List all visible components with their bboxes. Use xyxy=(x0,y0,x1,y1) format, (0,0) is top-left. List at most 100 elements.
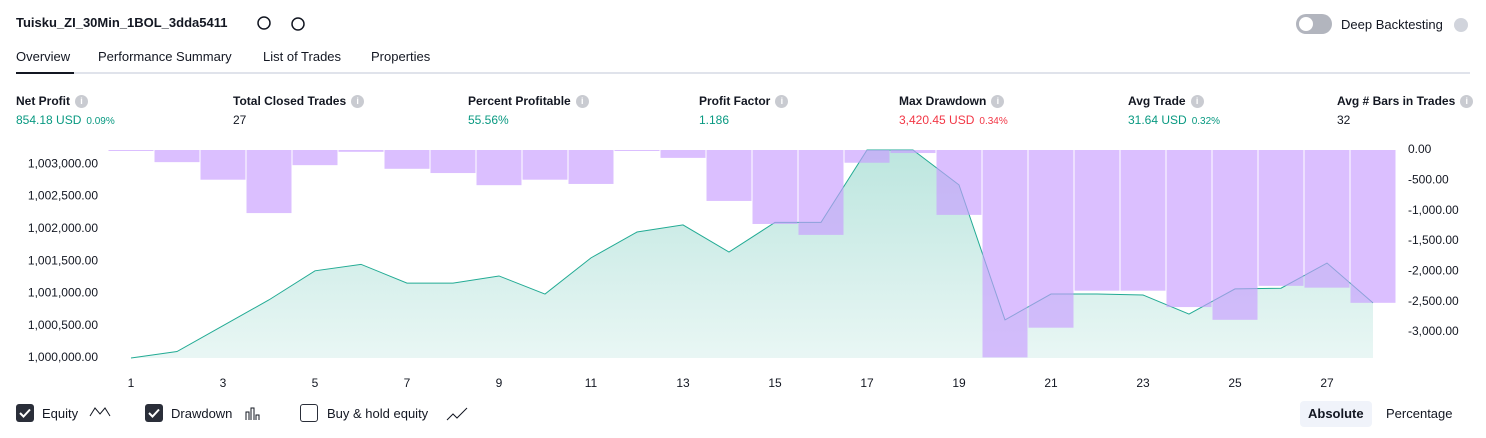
metric-percent: 0.09% xyxy=(86,116,115,127)
info-icon[interactable]: i xyxy=(351,94,365,108)
metric-value: 31.64 USD 0.32% xyxy=(1128,113,1220,127)
x-tick-label: 1 xyxy=(128,376,135,390)
tab[interactable]: Overview xyxy=(16,49,71,64)
drawdown-bar xyxy=(844,150,890,163)
metric-label: Avg Trade i xyxy=(1128,94,1204,108)
checkbox[interactable] xyxy=(16,404,34,422)
checkbox[interactable] xyxy=(300,404,318,422)
legend-label: Buy & hold equity xyxy=(327,406,429,421)
metric-label-text: Avg # Bars in Trades xyxy=(1337,94,1456,108)
x-tick-label: 5 xyxy=(312,376,319,390)
drawdown-bar xyxy=(1074,150,1120,291)
metric-value: 27 xyxy=(233,113,246,127)
metric-label-text: Max Drawdown xyxy=(899,94,987,108)
drawdown-icon xyxy=(245,407,260,420)
drawdown-bar xyxy=(890,150,936,154)
tab[interactable]: Properties xyxy=(371,49,431,64)
drawdown-bar xyxy=(1166,150,1212,308)
info-icon[interactable]: i xyxy=(991,94,1005,108)
y2-tick-label: -1,500.00 xyxy=(1408,233,1459,247)
x-tick-label: 13 xyxy=(676,376,690,390)
y2-tick-label: -3,000.00 xyxy=(1408,324,1459,338)
drawdown-bar xyxy=(614,150,660,151)
y-tick-label: 1,003,000.00 xyxy=(28,156,98,170)
x-tick-label: 3 xyxy=(220,376,227,390)
metric-label: Percent Profitable i xyxy=(468,94,589,108)
drawdown-bar xyxy=(200,150,246,180)
settings-icon[interactable] xyxy=(257,16,271,30)
metric-label: Avg # Bars in Trades i xyxy=(1337,94,1474,108)
drawdown-bar xyxy=(154,150,200,163)
x-tick-label: 9 xyxy=(496,376,503,390)
tab[interactable]: Performance Summary xyxy=(98,49,232,64)
x-tick-label: 23 xyxy=(1136,376,1150,390)
check xyxy=(19,408,31,418)
drawdown-bar xyxy=(1350,150,1396,303)
drawdown-bar xyxy=(752,150,798,224)
drawdown-bar xyxy=(936,150,982,215)
metric-label-text: Avg Trade xyxy=(1128,94,1186,108)
equity-icon xyxy=(89,407,111,417)
drawdown-bar xyxy=(476,150,522,186)
info-icon[interactable]: i xyxy=(575,94,589,108)
x-tick-label: 7 xyxy=(404,376,411,390)
metric-value-text: 55.56% xyxy=(468,113,509,127)
metric-value-text: 3,420.45 USD xyxy=(899,113,975,127)
metric-value: 1.186 xyxy=(699,113,729,127)
y-tick-label: 1,001,000.00 xyxy=(28,286,98,300)
x-tick-label: 25 xyxy=(1228,376,1242,390)
y2-tick-label: 0.00 xyxy=(1408,142,1432,156)
legend-label: Drawdown xyxy=(171,406,233,421)
y2-tick-label: -500.00 xyxy=(1408,172,1449,186)
drawdown-bar xyxy=(292,150,338,166)
drawdown-bar xyxy=(1212,150,1258,320)
metric-value-text: 1.186 xyxy=(699,113,730,127)
metric-value-text: 31.64 USD xyxy=(1128,113,1187,127)
drawdown-bar xyxy=(430,150,476,174)
metric-label-text: Percent Profitable xyxy=(468,94,571,108)
drawdown-bar xyxy=(246,150,292,214)
drawdown-bar xyxy=(982,150,1028,358)
help-icon[interactable] xyxy=(1454,18,1468,32)
tab[interactable]: List of Trades xyxy=(263,49,342,64)
info-icon[interactable]: i xyxy=(1460,94,1474,108)
mode-button[interactable]: Absolute xyxy=(1300,401,1372,427)
metric-value-text: 32 xyxy=(1337,113,1351,127)
info-icon[interactable]: i xyxy=(775,94,789,108)
metric-value: 32 xyxy=(1337,113,1350,127)
metric-label: Max Drawdown i xyxy=(899,94,1005,108)
drawdown-bar xyxy=(568,150,614,184)
mode-button[interactable]: Percentage xyxy=(1386,406,1453,421)
deep-backtesting-label: Deep Backtesting xyxy=(1341,17,1443,32)
drawdown-bar xyxy=(798,150,844,235)
drawdown-bar xyxy=(1028,150,1074,328)
checkbox[interactable] xyxy=(145,404,163,422)
strategy-title: Tuisku_ZI_30Min_1BOL_3dda5411 xyxy=(16,15,228,30)
info-icon[interactable]: i xyxy=(75,94,88,108)
drawdown-bar xyxy=(1304,150,1350,288)
y-tick-label: 1,000,500.00 xyxy=(28,318,98,332)
x-tick-label: 15 xyxy=(768,376,782,390)
metric-percent: 0.34% xyxy=(979,116,1008,127)
drawdown-bar xyxy=(706,150,752,201)
drawdown-bar xyxy=(660,150,706,158)
check xyxy=(148,408,160,418)
drawdown-bar xyxy=(338,150,384,152)
toggle-knob xyxy=(1299,17,1313,31)
info-icon[interactable]: i xyxy=(1190,94,1204,108)
metric-value-text: 854.18 USD xyxy=(16,113,82,127)
metric-value: 854.18 USD 0.09% xyxy=(16,113,115,127)
y-tick-label: 1,001,500.00 xyxy=(28,253,98,267)
alert-icon[interactable] xyxy=(291,17,305,31)
y2-tick-label: -1,000.00 xyxy=(1408,203,1459,217)
drawdown-bar xyxy=(1258,150,1304,286)
legend-label: Equity xyxy=(42,406,79,421)
equity-line xyxy=(130,149,1374,359)
y-tick-label: 1,002,000.00 xyxy=(28,221,98,235)
metric-percent: 0.32% xyxy=(1191,116,1221,127)
metric-label-text: Net Profit xyxy=(16,94,70,108)
metric-value: 3,420.45 USD 0.34% xyxy=(899,113,1008,127)
x-tick-label: 27 xyxy=(1320,376,1334,390)
